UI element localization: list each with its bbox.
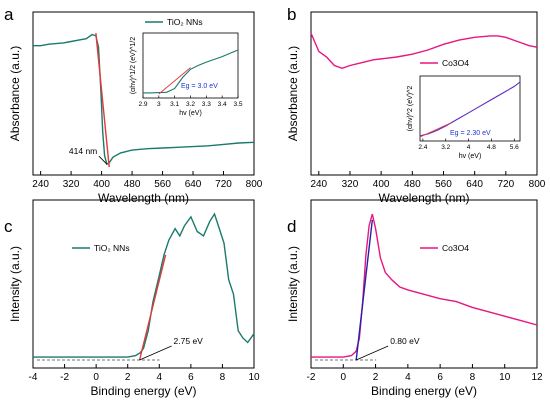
inset-y-axis-label: (αhv)^2 (eV)^2 [407,86,414,132]
x-axis-label: Wavelength (nm) [98,191,189,205]
inset-x-axis-label: hv (eV) [459,153,482,160]
x-axis-label: Binding energy (eV) [371,384,477,398]
y-axis-label: Intensity (a.u.) [8,246,22,322]
x-tick-label: 10 [248,372,260,383]
x-tick-label: 2 [125,372,131,383]
inset-x-tick-label: 3.4 [218,101,227,108]
annotation-label: 0.80 eV [390,336,420,346]
fit-line [95,32,110,168]
inset-x-tick-label: 4 [467,144,471,151]
inset-series-line [419,81,521,137]
inset-fit-line [158,67,191,95]
panel-letter: d [287,217,296,236]
inset-x-tick-label: 4.8 [487,144,496,151]
chart-panel-d: d -2 0 2 4 6 8 10 12 Binding energy (eV) Intensity… [286,199,543,398]
plot-frame [32,11,255,176]
band-gap-label: Eg = 3.0 eV [181,83,218,90]
inset-x-tick-label: 2.9 [138,101,147,108]
chart-panel-b: b 240 320 400 480 560 640 720 800 Wavelength (nm)… [286,5,546,205]
inset-x-tick-label: 5.6 [510,144,519,151]
x-tick-label: 2 [373,372,379,383]
x-tick-label: 400 [373,179,390,190]
inset-plot: 2.4 3.2 4 4.8 5.6 hv (eV) (αhv)^2 (eV)^2 Eg = 2… [407,75,521,160]
x-tick-label: 560 [154,179,171,190]
x-tick-label: 480 [404,179,421,190]
x-tick-label: 6 [188,372,194,383]
y-axis-label: Absorbance (a.u.) [286,46,300,141]
annotation-label: 2.75 eV [174,336,204,346]
panel-letter: a [4,5,14,24]
plot-frame [310,199,538,369]
annotation-arrow [139,345,172,361]
x-tick-label: -4 [29,372,38,383]
legend-label: TiO₂ NNs [94,243,130,253]
panel-letter: b [287,5,296,24]
x-tick-label: 800 [529,179,546,190]
inset-plot: 2.9 3 3.1 3.2 3.3 3.4 3.5 hv (eV) (αhv)^1/2 (eV)… [130,32,243,117]
x-tick-label: 320 [63,179,80,190]
x-tick-label: 10 [499,372,511,383]
inset-x-tick-label: 3.2 [186,101,195,108]
x-tick-label: 400 [93,179,110,190]
data-series-line [33,212,255,358]
x-tick-label: 0 [93,372,99,383]
x-tick-label: 240 [310,179,327,190]
inset-x-tick-label: 3.3 [202,101,211,108]
chart-panel-c: c -4 -2 0 2 4 6 8 10 Binding energy (eV) Intensity… [4,199,260,398]
inset-y-axis-label: (αhv)^1/2 (eV)^1/2 [130,37,137,94]
annotation-arrow [98,155,108,165]
legend-label: Co3O4 [442,243,469,253]
x-tick-label: 560 [435,179,452,190]
x-tick-label: 240 [32,179,49,190]
x-tick-label: 12 [531,372,543,383]
legend-label: Co3O4 [442,58,469,68]
fit-line [355,219,374,361]
x-tick-label: 640 [185,179,202,190]
y-axis-label: Absorbance (a.u.) [8,46,22,141]
plot-frame [310,11,538,176]
x-tick-label: 4 [405,372,411,383]
y-axis-label: Intensity (a.u.) [286,246,300,322]
inset-x-tick-label: 3 [157,101,161,108]
annotation-arrow [356,345,389,361]
band-gap-label: Eg = 2.30 eV [450,130,491,137]
inset-series-line [143,49,239,94]
fit-line [138,254,167,361]
inset-x-axis-label: hv (eV) [179,110,202,117]
x-tick-label: -2 [307,372,316,383]
data-series-line [311,213,538,358]
inset-fit-line [419,122,452,138]
annotation-label: 414 nm [69,146,97,156]
data-series-line [33,33,255,166]
inset-x-tick-label: 3.1 [170,101,179,108]
x-tick-label: 720 [215,179,232,190]
inset-x-tick-label: 3.5 [233,101,242,108]
x-tick-label: 480 [124,179,141,190]
x-tick-label: 320 [342,179,359,190]
data-series-line [310,32,538,70]
inset-x-tick-label: 3.2 [441,144,450,151]
panel-letter: c [4,217,13,236]
legend-label: TiO₂ NNs [167,17,203,27]
plot-frame [32,199,255,369]
chart-panel-a: a 240 320 400 480 560 640 720 800 Wavelength (nm)… [4,5,263,205]
x-tick-label: 4 [157,372,163,383]
x-axis-label: Binding energy (eV) [90,384,196,398]
x-tick-label: 8 [470,372,476,383]
inset-frame [142,32,239,99]
x-tick-label: 0 [341,372,347,383]
x-tick-label: 8 [220,372,226,383]
x-axis-label: Wavelength (nm) [379,191,470,205]
x-tick-label: -2 [60,372,69,383]
x-tick-label: 6 [437,372,443,383]
x-tick-label: 800 [246,179,263,190]
x-tick-label: 720 [497,179,514,190]
inset-x-tick-label: 2.4 [418,144,427,151]
x-tick-label: 640 [466,179,483,190]
